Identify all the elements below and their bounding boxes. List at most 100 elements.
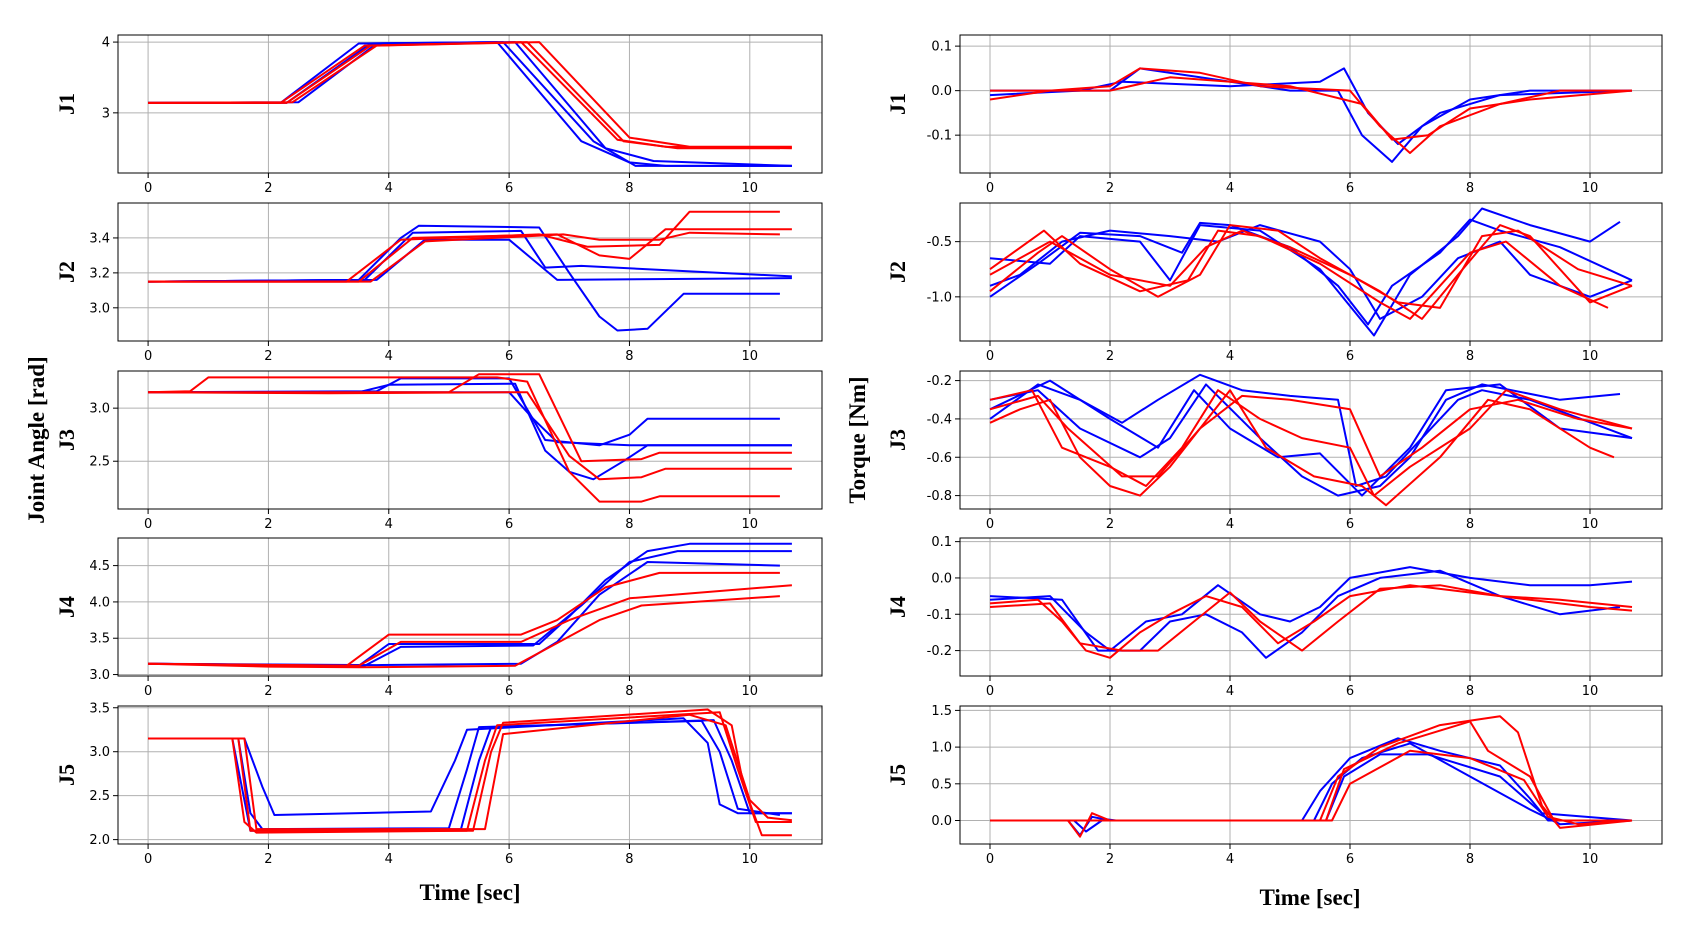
- x-tick-label: 4: [1226, 181, 1234, 196]
- series-line-blue-2: [989, 67, 1633, 146]
- x-tick-label: 6: [505, 517, 513, 532]
- x-tick-label: 0: [986, 181, 994, 196]
- series-line-red-3: [990, 749, 1633, 826]
- plot-frame: [959, 370, 1663, 510]
- series-line-blue-3: [148, 377, 780, 447]
- x-tick-label: 10: [742, 349, 759, 364]
- x-tick-label: 10: [1582, 517, 1599, 532]
- y-tick-label: 3.5: [89, 701, 110, 716]
- x-tick-label: 0: [144, 517, 152, 532]
- series-line-red-2: [990, 76, 1633, 141]
- x-tick-label: 6: [1346, 517, 1354, 532]
- x-tick-label: 2: [1106, 349, 1114, 364]
- x-tick-label: 10: [742, 517, 759, 532]
- subplot-grid: 0 2 4 6 8 10 3 4 J1 0 2 4 6 8 10 3.0 3.2 3.4 J2 0 2 4 6 8 10 2.5 3…: [54, 34, 1663, 867]
- plot-frame: [117, 705, 823, 845]
- x-tick-label: 4: [1226, 684, 1234, 699]
- y-tick-label: 3.5: [89, 632, 110, 647]
- x-tick-label: 6: [1346, 852, 1354, 867]
- series-line-red-1: [990, 715, 1633, 838]
- y-tick-label: -0.2: [927, 644, 952, 659]
- series-line-red-1: [989, 67, 1632, 154]
- x-tick-label: 8: [1466, 852, 1474, 867]
- series-line-red-3: [148, 231, 780, 283]
- x-tick-label: 2: [1106, 181, 1114, 196]
- x-tick-label: 0: [986, 517, 994, 532]
- series-line-red-1: [989, 584, 1633, 659]
- x-tick-label: 2: [264, 181, 272, 196]
- subplot-angle-j4: 0 2 4 6 8 10 3.0 3.5 4.0 4.5 J4: [54, 537, 823, 699]
- subplot-angle-j1: 0 2 4 6 8 10 3 4 J1: [54, 34, 823, 196]
- y-tick-label: 0.5: [931, 777, 952, 792]
- x-tick-label: 2: [1106, 852, 1114, 867]
- x-tick-label: 0: [144, 684, 152, 699]
- left-y-axis-label: Joint Angle [rad]: [24, 356, 49, 523]
- panel-y-label: J4: [54, 596, 79, 618]
- subplot-torque-j3: 0 2 4 6 8 10 -0.8 -0.6 -0.4 -0.2 J3: [885, 370, 1663, 532]
- y-tick-label: -0.6: [927, 451, 952, 466]
- series-line-red-2: [989, 229, 1609, 320]
- plot-frame: [117, 202, 823, 342]
- series-line-blue-2: [990, 742, 1633, 833]
- x-tick-label: 6: [1346, 684, 1354, 699]
- series-line-blue-3: [148, 238, 792, 283]
- x-tick-label: 4: [385, 684, 393, 699]
- x-tick-label: 2: [264, 852, 272, 867]
- plot-frame: [959, 34, 1663, 174]
- panel-y-label: J1: [54, 93, 79, 115]
- panel-y-label: J4: [885, 596, 910, 618]
- x-tick-label: 4: [385, 181, 393, 196]
- x-tick-label: 0: [144, 349, 152, 364]
- y-tick-label: 2.0: [89, 833, 110, 848]
- y-tick-label: 0.0: [931, 571, 952, 586]
- x-tick-label: 10: [1582, 181, 1599, 196]
- y-tick-label: 3.0: [89, 668, 110, 683]
- series-line-red-1: [148, 41, 792, 150]
- series-line-blue-1: [148, 717, 792, 816]
- panel-y-label: J2: [54, 261, 79, 283]
- y-tick-label: 4.5: [89, 559, 110, 574]
- x-tick-label: 2: [264, 349, 272, 364]
- series-line-red-1: [989, 389, 1615, 507]
- x-tick-label: 0: [986, 349, 994, 364]
- x-tick-label: 4: [385, 517, 393, 532]
- y-tick-label: 3: [102, 106, 110, 121]
- y-tick-label: -0.1: [927, 608, 952, 623]
- series-line-red-2: [989, 584, 1633, 652]
- x-tick-label: 6: [505, 349, 513, 364]
- subplot-angle-j3: 0 2 4 6 8 10 2.5 3.0 J3: [54, 370, 823, 532]
- y-tick-label: 3.0: [89, 745, 110, 760]
- panel-y-label: J2: [885, 261, 910, 283]
- series-line-blue-3: [989, 224, 1633, 320]
- x-tick-label: 4: [1226, 349, 1234, 364]
- series-line-red-2: [989, 389, 1633, 497]
- series-line-red-1: [148, 376, 780, 503]
- x-tick-label: 0: [144, 852, 152, 867]
- x-tick-label: 10: [742, 852, 759, 867]
- series-line-red-1: [148, 571, 780, 667]
- x-tick-label: 2: [1106, 517, 1114, 532]
- x-tick-label: 8: [1466, 517, 1474, 532]
- plot-frame: [117, 370, 823, 510]
- y-tick-label: -0.1: [927, 129, 952, 144]
- right-x-axis-label: Time [sec]: [1259, 885, 1360, 910]
- y-tick-label: 3.2: [89, 266, 110, 281]
- x-tick-label: 8: [625, 852, 633, 867]
- subplot-angle-j2: 0 2 4 6 8 10 3.0 3.2 3.4 J2: [54, 202, 823, 364]
- y-tick-label: -0.5: [927, 235, 952, 250]
- plot-frame: [117, 537, 823, 677]
- series-line-red-1: [148, 210, 780, 283]
- subplot-torque-j5: 0 2 4 6 8 10 0.0 0.5 1.0 1.5 J5: [885, 704, 1663, 867]
- series-line-red-3: [989, 394, 1633, 478]
- x-tick-label: 10: [742, 181, 759, 196]
- plot-frame: [117, 34, 823, 174]
- series-line-blue-2: [148, 719, 781, 831]
- y-tick-label: 1.5: [931, 704, 952, 719]
- x-tick-label: 6: [1346, 181, 1354, 196]
- y-tick-label: -0.4: [927, 412, 952, 427]
- y-tick-label: 2.5: [89, 455, 110, 470]
- series-line-red-2: [148, 373, 792, 463]
- y-tick-label: -0.8: [927, 489, 952, 504]
- series-line-red-2: [148, 228, 792, 283]
